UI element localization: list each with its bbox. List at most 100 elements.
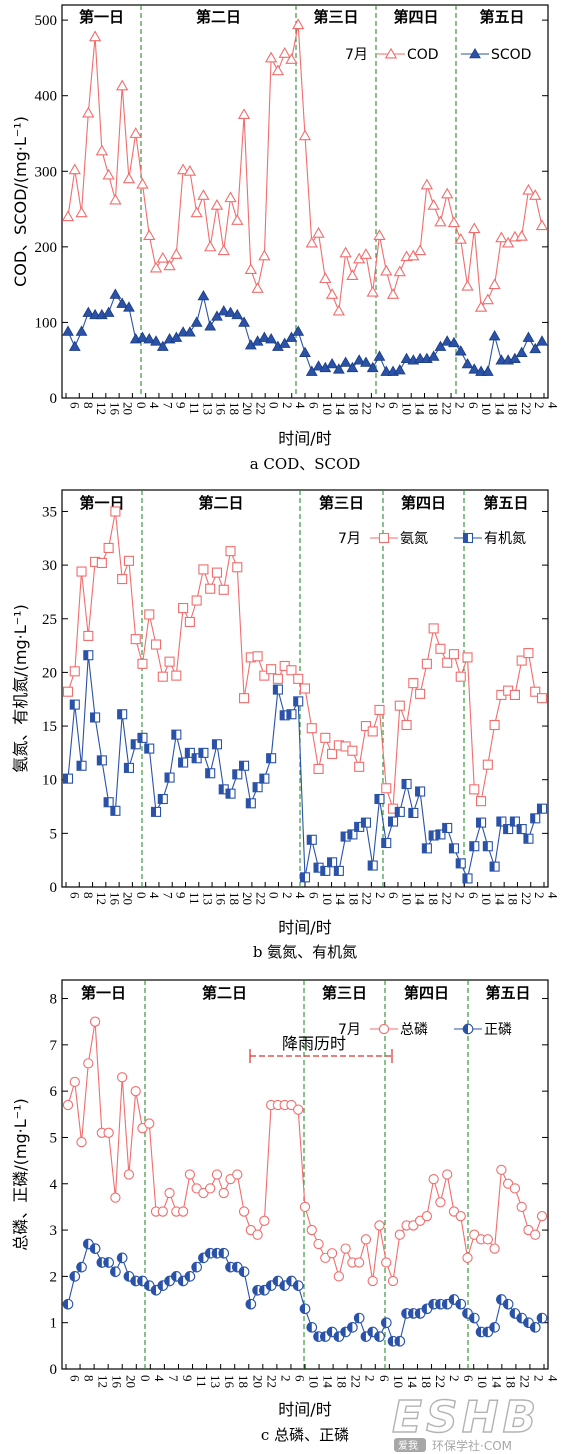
data-point (448, 336, 460, 348)
marker-fill (469, 841, 475, 851)
data-point (232, 769, 243, 780)
marker-fill (490, 862, 495, 872)
marker-fill (463, 873, 468, 883)
x-tick-label: 20 (121, 402, 136, 415)
day-label: 第二日 (202, 984, 247, 1002)
data-point (110, 1266, 121, 1278)
x-tick-label: 18 (346, 892, 361, 905)
marker-fill (104, 797, 109, 807)
data-point (197, 289, 210, 301)
data-point (210, 198, 224, 210)
marker-fill (341, 832, 346, 842)
marker-fill (368, 861, 373, 871)
data-point (454, 345, 467, 356)
marker-fill (503, 1299, 509, 1309)
data-point (530, 686, 541, 697)
data-point (374, 793, 385, 805)
data-point (116, 297, 129, 308)
data-point (292, 1280, 304, 1291)
marker-fill (537, 1313, 542, 1323)
marker-fill (313, 1331, 319, 1342)
data-point (211, 739, 223, 750)
y-tick-label: 4 (50, 1177, 58, 1193)
y-tick-label: 1 (50, 1316, 58, 1332)
marker-fill (171, 730, 177, 740)
marker-fill (239, 761, 245, 771)
marker-fill (239, 1266, 245, 1277)
data-point (88, 30, 102, 42)
data-point (103, 542, 114, 553)
legend-marker (378, 532, 390, 544)
data-point (183, 164, 197, 176)
data-point (401, 719, 412, 731)
x-axis-label: 时间/时 (278, 918, 331, 937)
marker-fill (286, 709, 292, 719)
marker-fill (388, 1336, 394, 1347)
data-point (326, 357, 338, 369)
data-point (529, 1321, 541, 1333)
data-point (501, 236, 515, 248)
marker-fill (293, 1280, 299, 1291)
data-point (123, 762, 134, 773)
data-point (529, 189, 542, 200)
data-point (272, 673, 283, 684)
data-point (82, 106, 95, 118)
x-tick-label: 4 (152, 1375, 167, 1382)
data-point (482, 1234, 493, 1245)
data-point (306, 723, 317, 734)
data-point (177, 1206, 189, 1217)
data-point (428, 1173, 439, 1185)
panel-caption: c 总磷、正磷 (261, 1426, 349, 1444)
data-point (455, 1211, 466, 1222)
data-point (83, 1058, 94, 1069)
data-point (259, 1215, 270, 1226)
marker-fill (314, 863, 319, 873)
data-point (69, 1076, 80, 1088)
data-point (286, 665, 297, 676)
x-tick-label: 18 (506, 402, 521, 415)
data-point (259, 670, 270, 681)
day-label: 第三日 (322, 984, 367, 1002)
marker-fill (340, 1327, 346, 1337)
marker-fill (191, 1262, 197, 1272)
data-point (434, 340, 447, 351)
marker-fill (307, 835, 312, 845)
x-tick-label: 12 (94, 402, 109, 415)
marker-fill (361, 818, 366, 828)
x-tick-label: 4 (293, 892, 308, 899)
data-point (306, 1224, 317, 1236)
marker-fill (516, 1313, 522, 1323)
data-point (535, 219, 549, 231)
x-tick-label: 6 (386, 892, 401, 899)
marker-fill (70, 700, 75, 710)
x-tick-label: 4 (147, 402, 162, 409)
x-axis-label: 时间/时 (278, 429, 331, 448)
data-point (265, 333, 278, 344)
marker-fill (300, 872, 305, 882)
data-point (252, 651, 263, 662)
data-point (157, 793, 168, 805)
data-point (252, 1229, 263, 1240)
marker-fill (334, 866, 339, 876)
data-point (461, 279, 474, 291)
data-point (387, 816, 399, 827)
data-point (326, 1248, 338, 1259)
y-tick-label: 6 (50, 1084, 58, 1100)
marker-fill (429, 830, 434, 840)
data-point (442, 1169, 453, 1180)
data-point (360, 1234, 372, 1245)
marker-fill (374, 794, 380, 804)
day-label: 第四日 (401, 494, 446, 512)
x-tick-label: 10 (479, 402, 494, 415)
x-tick-label: 4 (546, 892, 561, 899)
data-point (231, 214, 244, 225)
x-tick-label: 14 (492, 402, 507, 416)
data-point (427, 350, 440, 361)
marker-fill (489, 1322, 495, 1333)
x-tick-label: 0 (134, 892, 149, 899)
data-point (415, 688, 426, 699)
y-axis-label: 氨氮、有机氮/(mg·L⁻¹) (11, 604, 30, 772)
data-point (171, 670, 182, 681)
data-point (461, 357, 474, 369)
data-point (144, 609, 155, 620)
